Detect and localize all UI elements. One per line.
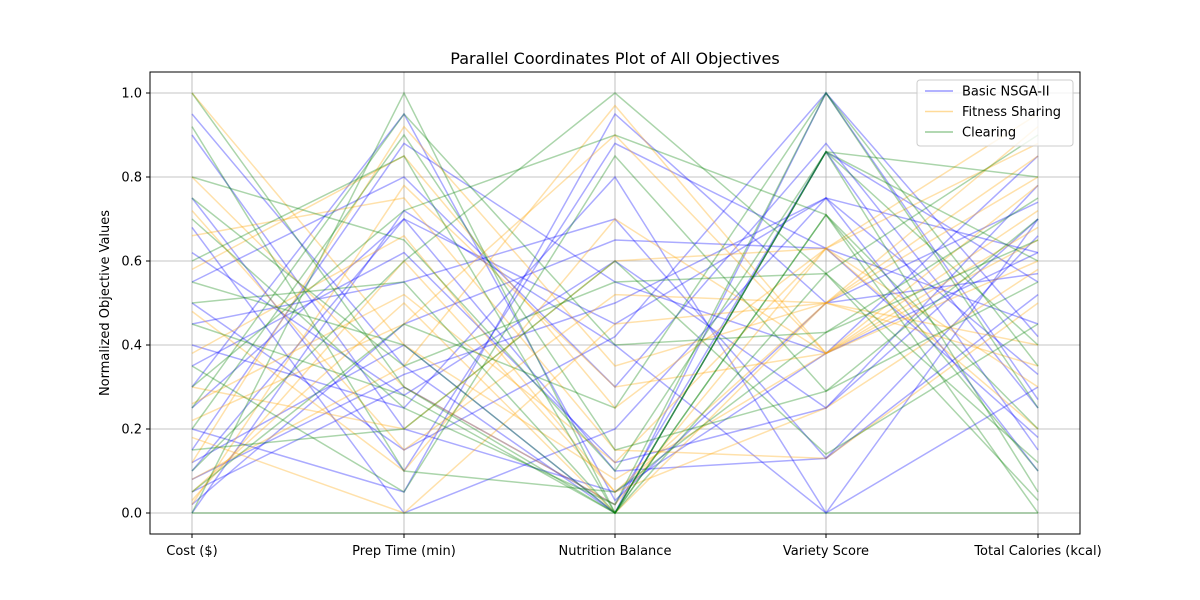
series-line bbox=[191, 92, 1039, 481]
series-group bbox=[191, 92, 1039, 515]
series-line bbox=[191, 92, 1039, 515]
series-line bbox=[191, 155, 1039, 430]
series-line bbox=[191, 112, 1039, 493]
x-tick-label: Total Calories (kcal) bbox=[973, 544, 1101, 559]
series-line bbox=[191, 133, 1039, 451]
series-line bbox=[191, 197, 1039, 460]
series-line bbox=[191, 209, 1039, 473]
legend: Basic NSGA-II Fitness Sharing Clearing bbox=[916, 79, 1074, 147]
series-line bbox=[191, 134, 1039, 515]
series-line bbox=[191, 217, 1039, 472]
series-line bbox=[191, 142, 1039, 464]
series-line bbox=[191, 184, 1039, 506]
x-tick-label: Nutrition Balance bbox=[559, 544, 672, 559]
series-line bbox=[191, 126, 1039, 514]
series-line bbox=[191, 133, 1039, 422]
series-line bbox=[191, 91, 1039, 515]
series-line bbox=[191, 150, 1039, 506]
series-line bbox=[191, 154, 1039, 494]
series-line bbox=[191, 142, 1039, 451]
series-line bbox=[191, 91, 1039, 493]
series-line bbox=[191, 112, 1039, 409]
series-line bbox=[191, 210, 1039, 452]
y-tick-label: 0.6 bbox=[121, 255, 142, 270]
series-line bbox=[191, 218, 1039, 409]
x-tick-label: Prep Time (min) bbox=[352, 544, 456, 559]
series-line bbox=[191, 151, 1039, 473]
series-line bbox=[191, 196, 1039, 514]
series-line bbox=[191, 155, 1039, 515]
x-tick-label: Cost ($) bbox=[166, 544, 217, 559]
series-line bbox=[191, 197, 1039, 472]
series-line bbox=[191, 197, 1039, 481]
y-axis-label: Normalized Objective Values bbox=[98, 210, 113, 396]
legend-box bbox=[916, 79, 1074, 147]
series-line bbox=[191, 113, 1039, 506]
series-line bbox=[191, 176, 1039, 501]
legend-label: Basic NSGA-II bbox=[962, 85, 1050, 100]
series-line bbox=[191, 247, 1039, 430]
grid-layer bbox=[150, 72, 1080, 534]
series-line bbox=[191, 150, 1039, 515]
series-line bbox=[191, 142, 1039, 409]
series-line bbox=[191, 113, 1039, 515]
series-line bbox=[191, 134, 1039, 493]
series-line bbox=[191, 209, 1039, 514]
series-group bbox=[191, 91, 1039, 515]
series-group bbox=[191, 91, 1039, 515]
legend-label: Fitness Sharing bbox=[962, 105, 1061, 120]
series-line bbox=[191, 126, 1039, 493]
series-line bbox=[191, 125, 1039, 464]
y-tick-label: 1.0 bbox=[121, 87, 142, 102]
series-line bbox=[191, 91, 1039, 506]
series-line bbox=[191, 234, 1039, 493]
y-tick-label: 0.0 bbox=[121, 507, 142, 522]
series-line bbox=[191, 218, 1039, 460]
series-line bbox=[191, 92, 1039, 472]
y-tick-label: 0.4 bbox=[121, 339, 142, 354]
series-lines-layer bbox=[191, 91, 1039, 515]
series-line bbox=[191, 104, 1039, 481]
chart-title: Parallel Coordinates Plot of All Objecti… bbox=[450, 49, 779, 68]
x-tick-label: Variety Score bbox=[783, 544, 869, 559]
ticks-layer: 0.0 0.2 0.4 0.6 0.8 1.0 Cost ($) Prep Time (min… bbox=[121, 87, 1101, 560]
series-line bbox=[191, 239, 1039, 506]
series-line bbox=[191, 197, 1039, 501]
series-line bbox=[191, 213, 1039, 515]
series-line bbox=[191, 112, 1039, 502]
series-line bbox=[191, 142, 1039, 473]
y-tick-label: 0.8 bbox=[121, 171, 142, 186]
series-line bbox=[191, 175, 1039, 515]
y-tick-label: 0.2 bbox=[121, 423, 142, 438]
series-line bbox=[191, 91, 1039, 515]
legend-label: Clearing bbox=[962, 126, 1016, 141]
series-line bbox=[191, 184, 1039, 464]
series-line bbox=[191, 134, 1039, 472]
series-line bbox=[191, 150, 1039, 515]
series-line bbox=[191, 91, 1039, 451]
series-line bbox=[191, 260, 1039, 456]
